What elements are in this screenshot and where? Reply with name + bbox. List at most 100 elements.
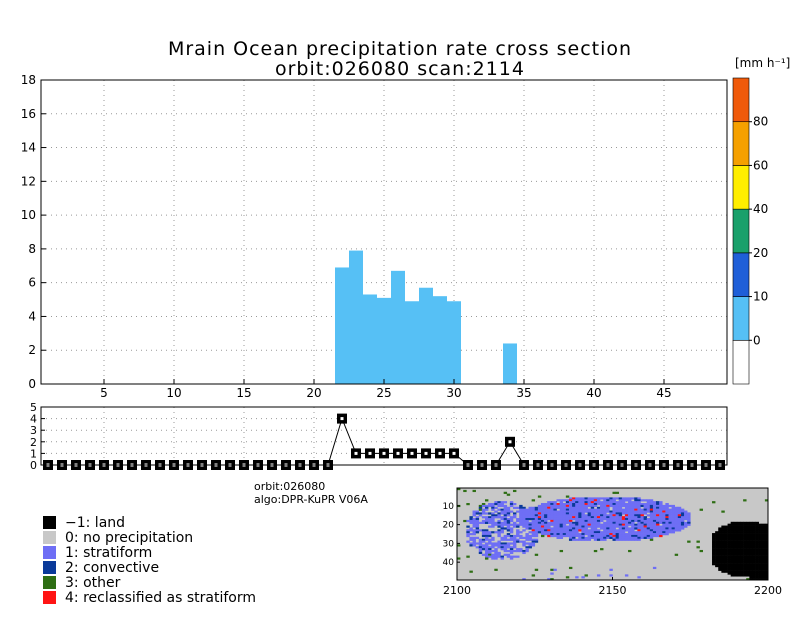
map-cell (609, 531, 613, 534)
map-cell (730, 523, 735, 526)
map-cell (715, 538, 719, 541)
map-cell (593, 533, 598, 536)
map-cell (674, 510, 679, 513)
map-cell (553, 525, 557, 528)
map-cell (662, 518, 666, 521)
map-cell (612, 538, 616, 541)
map-cell (575, 506, 579, 509)
map-cell (584, 574, 588, 577)
map-cell (656, 512, 660, 515)
map-cell (755, 540, 759, 543)
map-cell (475, 510, 480, 513)
map-cell (587, 510, 592, 513)
map-cell (584, 529, 588, 532)
map-cell (581, 529, 585, 532)
map-cell (618, 523, 623, 526)
map-cell (730, 521, 735, 524)
map-cell (556, 523, 560, 526)
map-cell (721, 525, 725, 528)
map-cell (481, 531, 486, 534)
map-cell (755, 555, 759, 558)
map-cell (559, 508, 564, 511)
map-cell (671, 514, 675, 517)
map-cell (544, 518, 548, 521)
map-cell (643, 510, 648, 513)
map-cell (621, 512, 626, 515)
map-cell (562, 506, 567, 509)
map-cell (525, 510, 529, 513)
map-cell (752, 521, 756, 524)
map-cell (596, 510, 601, 513)
map-cell (525, 516, 529, 519)
map-cell (475, 523, 480, 526)
map-cell (488, 519, 492, 523)
map-cell (718, 557, 722, 560)
map-cell (646, 519, 651, 523)
map-cell (628, 501, 632, 504)
map-cell (652, 503, 657, 506)
map-cell (587, 529, 592, 532)
map-cell (522, 523, 526, 526)
map-cell (565, 501, 570, 504)
map-cell (628, 514, 632, 517)
map-cell (758, 574, 763, 577)
map-cell (730, 549, 735, 553)
map-cell (721, 564, 725, 568)
map-cell (572, 501, 576, 504)
map-cell (740, 553, 744, 556)
map-cell (640, 531, 644, 534)
map-cell (761, 555, 766, 558)
map-cell (537, 514, 542, 517)
map-cell (656, 529, 660, 532)
map-cell (537, 508, 542, 511)
map-cell (621, 533, 626, 536)
map-cell (593, 531, 598, 534)
map-cell (755, 525, 759, 528)
map-cell (497, 544, 501, 547)
map-cell (736, 553, 741, 556)
map-cell (740, 523, 744, 526)
map-cell (572, 516, 576, 519)
map-cell (481, 510, 486, 513)
map-cell (730, 534, 735, 538)
map-cell (466, 529, 470, 532)
map-cell (575, 527, 579, 530)
map-cell (590, 534, 595, 538)
map-cell (752, 523, 756, 526)
map-cell (472, 510, 476, 513)
map-cell (506, 508, 511, 511)
map-cell (652, 512, 657, 515)
map-cell (727, 544, 731, 547)
map-cell (671, 523, 675, 526)
colorbar-tick-label: 40 (753, 202, 768, 216)
map-cell (631, 510, 635, 513)
map-cell (733, 549, 738, 553)
map-cell (544, 523, 548, 526)
map-cell (469, 518, 473, 521)
map-cell (550, 518, 554, 521)
map-cell (649, 508, 654, 511)
map-cell (652, 533, 657, 536)
map-cell (764, 561, 769, 564)
map-cell (671, 529, 675, 532)
map-cell (531, 516, 536, 519)
map-cell (572, 531, 576, 534)
map-cell (491, 512, 495, 515)
map-cell (609, 497, 613, 500)
map-cell (656, 518, 660, 521)
map-cell (584, 504, 588, 508)
map-cell (559, 534, 564, 538)
map-cell (724, 555, 728, 558)
map-cell (740, 544, 744, 547)
map-cell (656, 523, 660, 526)
map-cell (478, 521, 483, 524)
map-cell (581, 504, 585, 508)
x-tick-label: 20 (306, 386, 321, 400)
map-cell (475, 546, 480, 549)
map-cell (587, 519, 592, 523)
x-tick-label: 35 (516, 386, 531, 400)
map-cell (749, 568, 753, 571)
map-cell (596, 574, 601, 577)
map-cell (568, 518, 573, 521)
map-cell (494, 506, 498, 509)
